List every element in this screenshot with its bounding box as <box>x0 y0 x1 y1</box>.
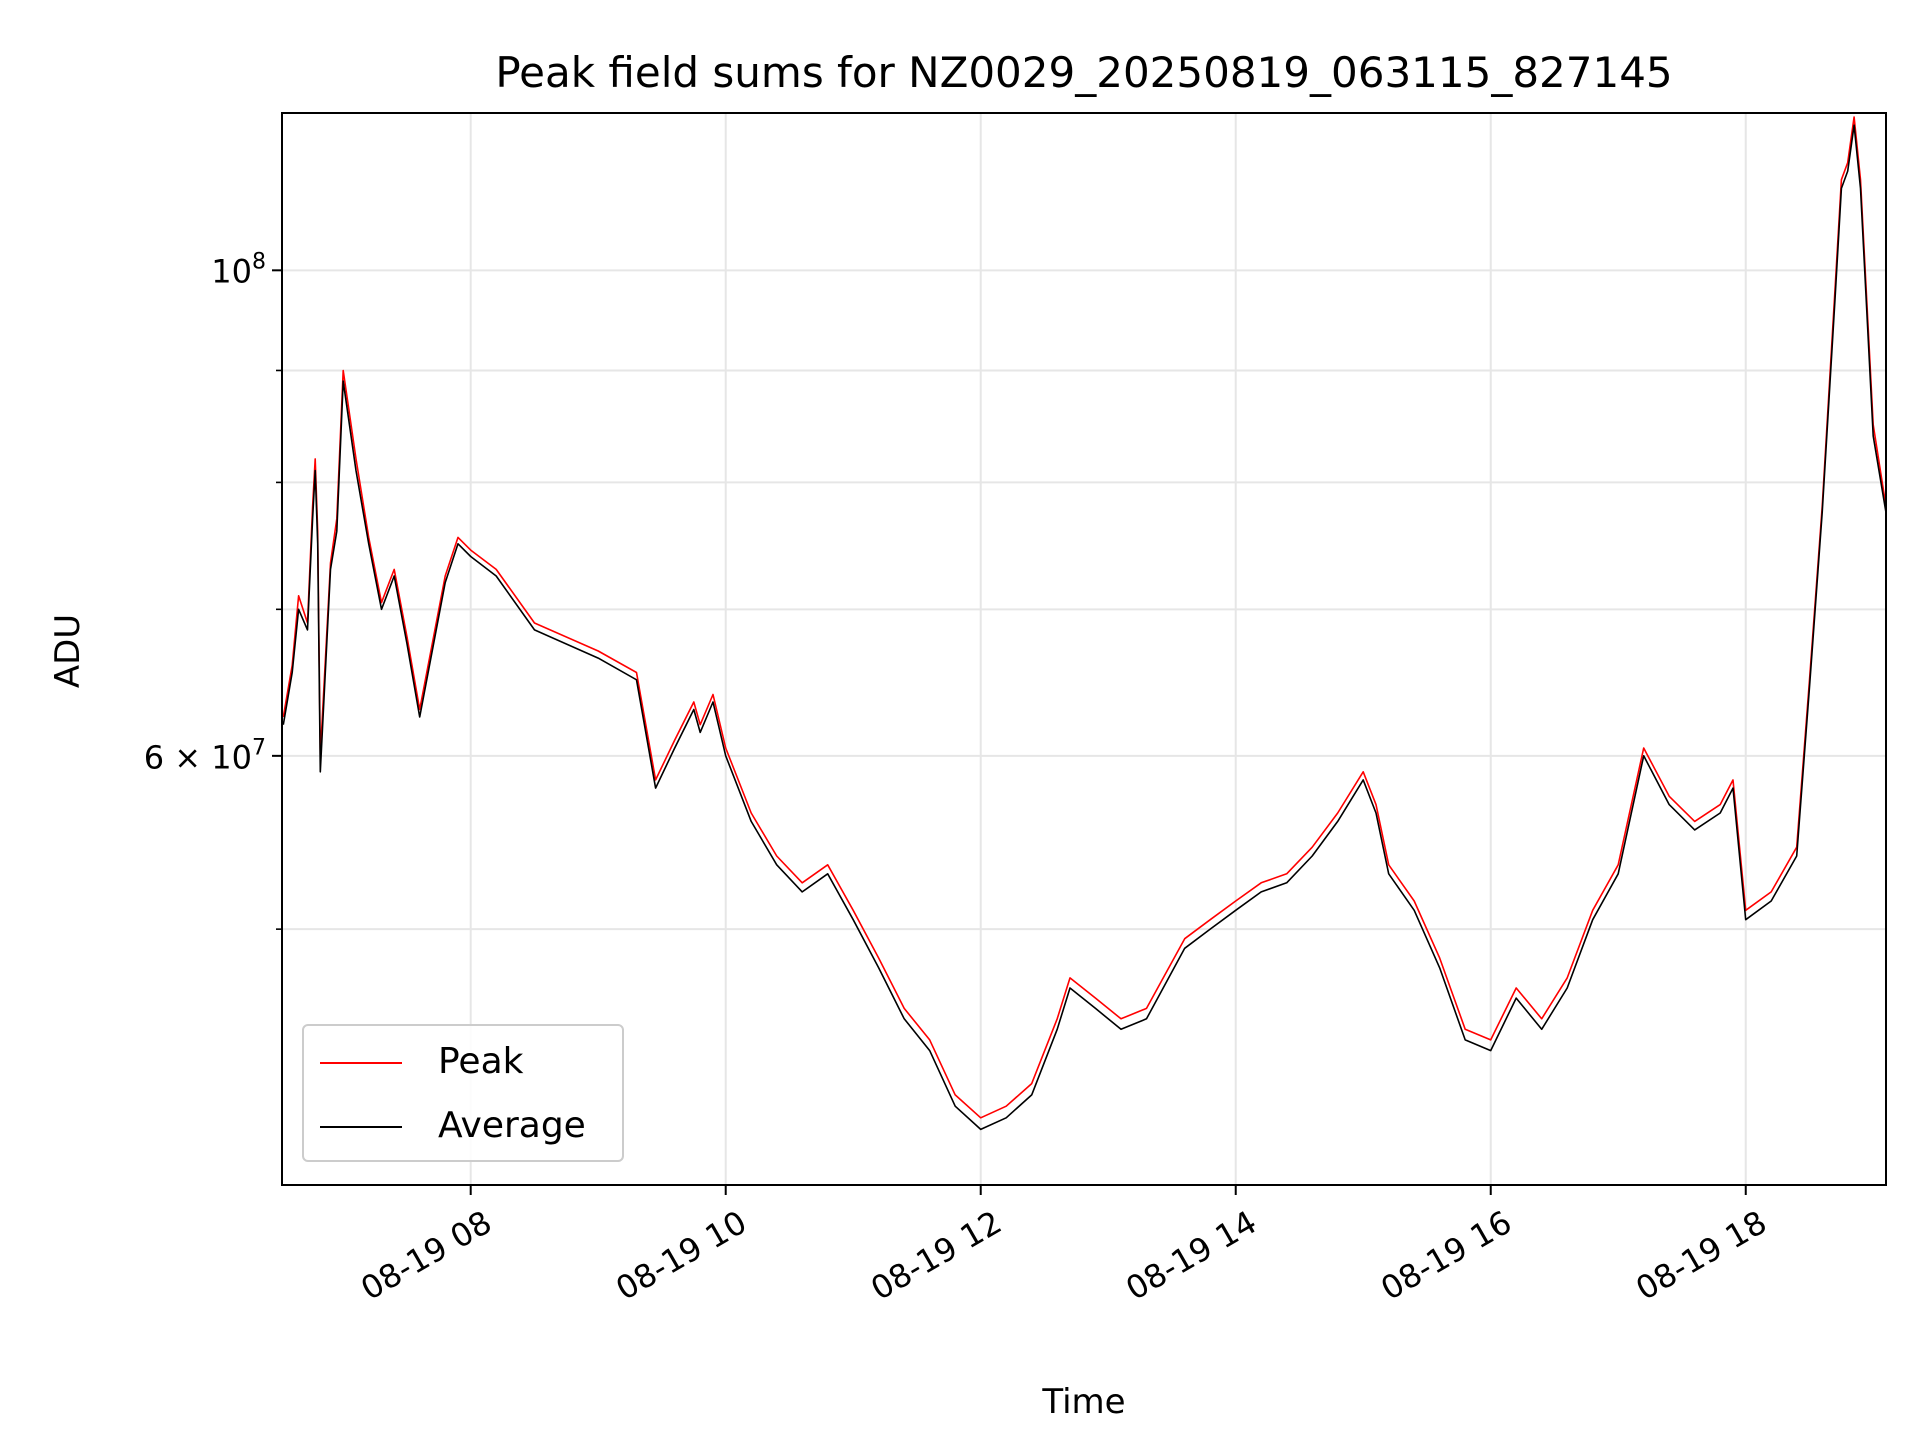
y-axis-label: ADU <box>48 613 88 689</box>
legend-swatch-peak <box>320 1062 402 1064</box>
x-axis-label: Time <box>1042 1382 1126 1422</box>
y-tick-base: 10 <box>211 738 252 777</box>
chart-title: Peak field sums for NZ0029_20250819_0631… <box>495 48 1673 97</box>
legend-entry-average: Average <box>304 1106 622 1146</box>
legend: Peak Average <box>302 1024 624 1162</box>
series-line-peak <box>282 116 1887 1119</box>
legend-label-peak: Peak <box>438 1041 524 1082</box>
legend-label-average: Average <box>438 1105 586 1146</box>
plot-frame <box>281 112 1887 1186</box>
grid-layer <box>282 113 1886 1185</box>
y-tick-label: 6 × 107 <box>144 735 266 776</box>
legend-swatch-average <box>320 1126 402 1128</box>
y-tick-mantissa: 6 × <box>143 738 212 777</box>
y-tick-label: 108 <box>211 250 266 291</box>
series-layer <box>282 116 1887 1131</box>
y-tick-exponent: 8 <box>252 249 266 275</box>
y-tick-exponent: 7 <box>252 735 266 761</box>
y-tick-base: 10 <box>211 252 252 291</box>
legend-entry-peak: Peak <box>304 1042 622 1082</box>
series-line-average <box>282 124 1887 1131</box>
